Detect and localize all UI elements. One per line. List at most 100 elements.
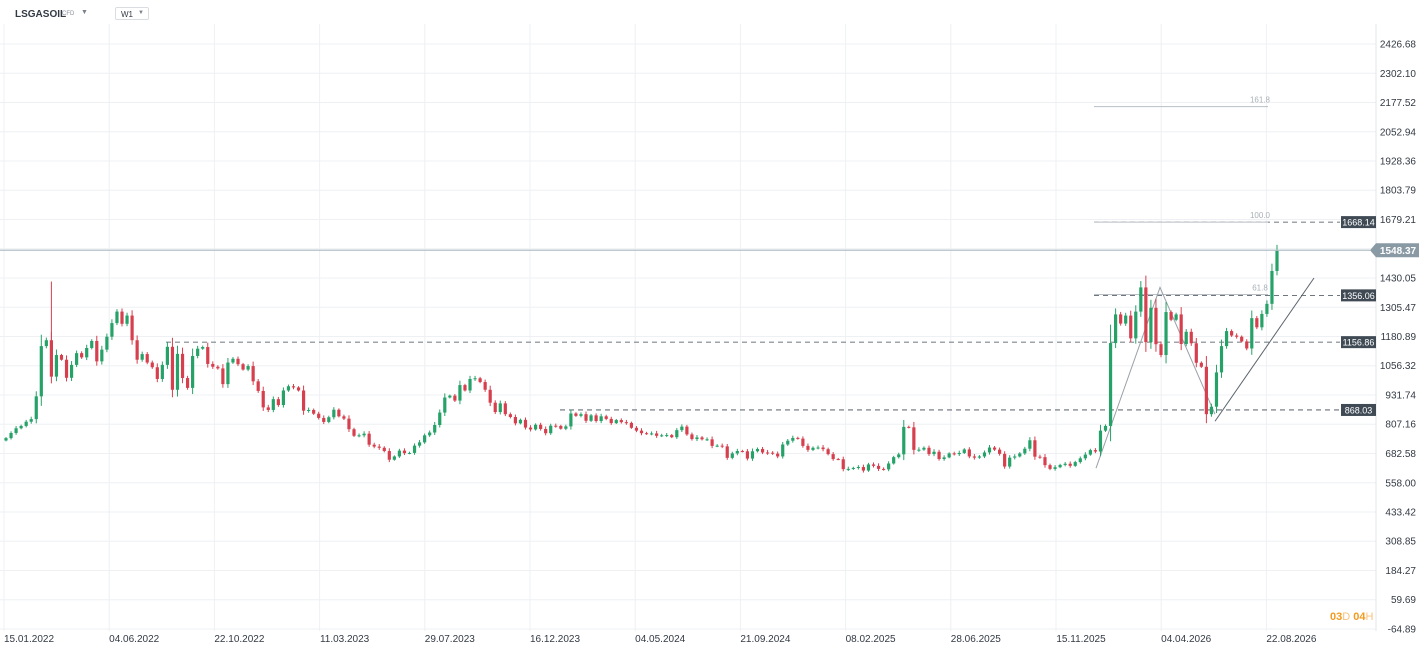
candle-body	[317, 413, 321, 418]
y-tick-label: 59.69	[1391, 595, 1416, 606]
candle-body	[1250, 318, 1254, 349]
candle-body	[301, 390, 306, 411]
candle-body	[276, 399, 280, 406]
interval-select[interactable]: W1 ▼	[115, 7, 149, 20]
candle-body	[498, 403, 502, 413]
y-tick-label: 1803.79	[1380, 186, 1417, 197]
candle-body	[428, 432, 432, 436]
candle-body	[533, 424, 538, 430]
fibonacci-label: 161.8	[1250, 96, 1271, 105]
candle-body	[750, 451, 755, 459]
candle-body	[453, 395, 457, 401]
candle-body	[1073, 462, 1077, 466]
candle-body	[1275, 250, 1279, 271]
candle-body	[907, 426, 911, 428]
x-tick-label: 29.07.2023	[425, 634, 475, 645]
candle-body	[1063, 463, 1067, 465]
candle-body	[811, 447, 815, 450]
x-tick-label: 08.02.2025	[846, 634, 896, 645]
candle-body	[1018, 453, 1022, 457]
candle-body	[655, 433, 659, 436]
candle-body	[639, 430, 644, 434]
candle-body	[443, 397, 447, 413]
chart-toolbar: LSGASOIL CFD ▼ W1 ▼	[0, 0, 1428, 28]
candle-body	[982, 452, 987, 457]
candle-body	[342, 416, 346, 419]
candle-body	[720, 445, 724, 447]
candle-body	[554, 425, 558, 427]
candle-body	[816, 447, 820, 449]
candle-body	[755, 448, 760, 452]
candle-body	[1139, 287, 1143, 312]
candle-body	[95, 340, 99, 362]
candle-body	[1093, 450, 1098, 452]
candle-body	[1119, 314, 1123, 324]
candle-body	[685, 426, 689, 435]
fibonacci-label: 61.8	[1252, 283, 1268, 292]
y-tick-label: 2052.94	[1380, 127, 1417, 138]
candle-body	[382, 447, 386, 452]
level-label-bg	[1341, 336, 1376, 349]
candle-body	[170, 346, 175, 390]
candle-body	[54, 355, 59, 377]
candle-body	[695, 437, 699, 440]
candle-body	[967, 449, 971, 457]
candle-body	[1033, 440, 1037, 457]
x-tick-label: 15.01.2022	[4, 634, 54, 645]
candle-body	[1194, 343, 1198, 363]
candle-body	[423, 435, 427, 443]
candle-body	[740, 451, 744, 453]
candle-body	[801, 438, 805, 446]
symbol-name[interactable]: LSGASOIL	[15, 9, 67, 20]
candle-body	[69, 364, 74, 378]
candle-body	[362, 433, 366, 436]
candle-body	[271, 399, 275, 410]
candle-body	[322, 417, 326, 422]
candle-body	[745, 451, 750, 459]
candle-body	[912, 427, 916, 450]
candle-body	[932, 451, 936, 455]
candle-body	[866, 464, 871, 471]
x-tick-label: 22.08.2026	[1266, 634, 1316, 645]
candle-body	[296, 387, 301, 391]
candle-body	[236, 358, 240, 365]
candle-body	[307, 409, 311, 411]
candle-body	[1038, 456, 1042, 458]
y-tick-label: 308.85	[1385, 537, 1416, 548]
candle-body	[589, 415, 593, 421]
candle-body	[1048, 465, 1052, 469]
y-tick-label: 1679.21	[1380, 215, 1417, 226]
candle-body	[100, 349, 104, 362]
candle-body	[574, 413, 578, 416]
x-tick-label: 22.10.2022	[214, 634, 264, 645]
candle-body	[231, 358, 235, 363]
x-tick-label: 04.06.2022	[109, 634, 159, 645]
candle-body	[876, 465, 881, 469]
candle-body	[927, 447, 931, 455]
candle-body	[1083, 454, 1087, 459]
x-tick-label: 16.12.2023	[530, 634, 580, 645]
candle-body	[897, 454, 901, 458]
fibonacci-swing-line	[1095, 286, 1216, 469]
candle-body	[90, 340, 94, 348]
candle-body	[357, 435, 361, 437]
candle-body	[1114, 314, 1118, 344]
candle-body	[256, 381, 260, 391]
level-label-bg	[1341, 216, 1376, 229]
candle-body	[120, 311, 124, 324]
candle-body	[892, 457, 896, 464]
candle-body	[332, 409, 336, 418]
candle-body	[902, 426, 906, 455]
candle-body	[1013, 456, 1017, 458]
candle-body	[972, 456, 976, 458]
candle-body	[1124, 315, 1128, 324]
candle-body	[185, 378, 190, 388]
x-tick-label: 04.04.2026	[1161, 634, 1211, 645]
candle-body	[962, 449, 966, 453]
candle-body	[1189, 331, 1193, 344]
symbol-dropdown-icon[interactable]: ▼	[81, 9, 88, 16]
candle-body	[776, 453, 780, 457]
level-label: 1668.14	[1342, 218, 1375, 228]
candle-body	[1184, 331, 1188, 344]
